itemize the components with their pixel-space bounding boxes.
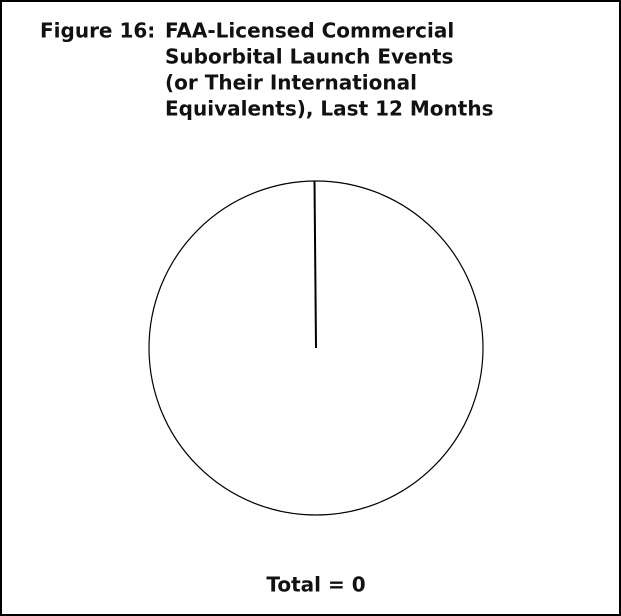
figure-label: Figure 16: — [40, 19, 155, 43]
pie-boundary — [313, 180, 317, 349]
chart-title: Suborbital Launch Events — [165, 45, 453, 69]
chart-title: Equivalents), Last 12 Months — [165, 97, 493, 121]
chart-title: (or Their International — [165, 71, 417, 95]
chart-title: FAA-Licensed Commercial — [165, 19, 454, 43]
annotation: Total = 0 — [266, 573, 365, 597]
